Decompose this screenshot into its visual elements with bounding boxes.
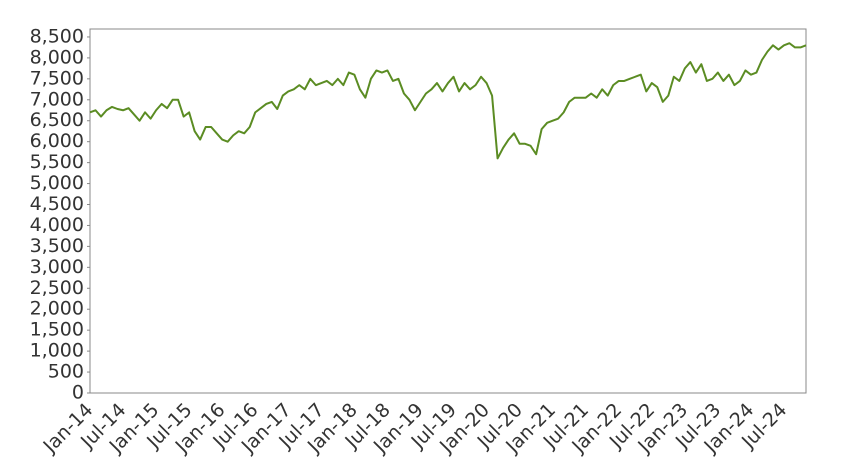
y-tick-label: 0 [72,382,84,404]
y-tick-label: 4,000 [30,214,84,236]
y-tick-label: 5,000 [30,172,84,194]
y-tick-label: 7,500 [30,67,84,89]
y-tick-label: 8,500 [30,25,84,47]
y-tick-label: 4,500 [30,193,84,215]
y-tick-label: 8,000 [30,46,84,68]
y-tick-label: 6,000 [30,130,84,152]
y-tick-label: 3,000 [30,256,84,278]
y-tick-label: 2,500 [30,277,84,299]
y-tick-label: 1,000 [30,340,84,362]
y-tick-label: 5,500 [30,151,84,173]
y-tick-label: 1,500 [30,319,84,341]
y-tick-label: 6,500 [30,109,84,131]
y-tick-label: 7,000 [30,88,84,110]
y-tick-label: 3,500 [30,235,84,257]
y-tick-label: 500 [48,361,84,383]
y-tick-label: 2,000 [30,298,84,320]
plot-frame [89,28,807,394]
data-line [89,42,807,160]
